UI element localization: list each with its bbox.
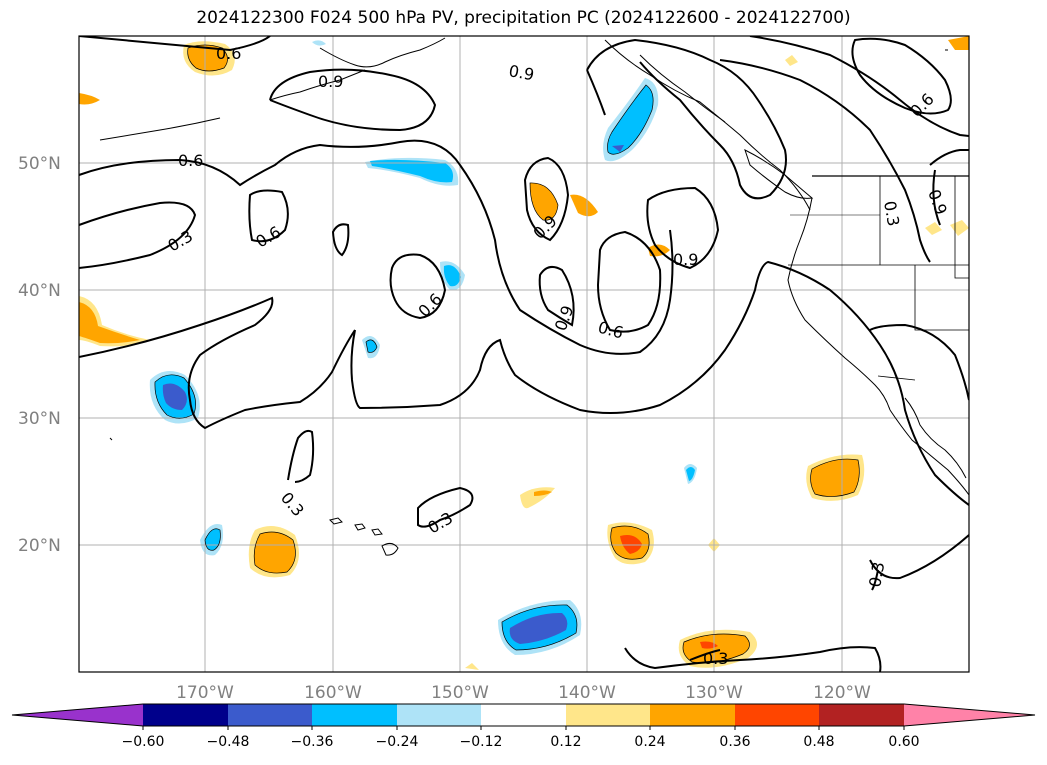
colorbar-extend-low (12, 704, 143, 726)
lat-label: 20°N (18, 536, 61, 556)
colorbar-segment (481, 704, 566, 726)
contour-label: 0.9 (673, 250, 698, 269)
contour-label: 0.6 (216, 44, 241, 63)
lon-label: 130°W (685, 683, 743, 703)
contour-label: 0.3 (880, 199, 903, 227)
colorbar-segment (735, 704, 819, 726)
colorbar-tick-label: 0.12 (550, 734, 581, 750)
contour-label: 0.3 (425, 508, 457, 537)
colorbar-tick-label: −0.60 (122, 734, 165, 750)
contour-label: 0.3 (865, 560, 888, 588)
colorbar-tick-label: 0.48 (803, 734, 834, 750)
contour-label: 0.9 (507, 61, 535, 84)
colorbar-tick-label: 0.36 (719, 734, 750, 750)
colorbar-segment (650, 704, 735, 726)
lon-label: 160°W (304, 683, 362, 703)
contour-label: 0.9 (924, 187, 951, 217)
colorbar-segment (566, 704, 650, 726)
contour-label: 0.9 (529, 211, 560, 242)
map-area: 0.6 0.9 0.6 0.3 0.6 0.9 0.9 0.9 0.6 0.9 … (79, 36, 969, 672)
lon-label: 170°W (176, 683, 234, 703)
colorbar: −0.60 −0.48 −0.36 −0.24 −0.12 0.12 0.24 0.36 0.4… (11, 703, 1036, 750)
lat-label: 40°N (18, 281, 61, 301)
colorbar-tick-label: 0.60 (888, 734, 919, 750)
map-frame (78, 35, 970, 673)
map-title: 2024122300 F024 500 hPa PV, precipitatio… (196, 8, 851, 28)
pv-contours (79, 36, 969, 672)
contour-label: 0.9 (318, 72, 343, 91)
contour-label: 0.3 (165, 226, 197, 255)
precip-fills (79, 36, 969, 670)
gridlines (79, 36, 969, 672)
colorbar-tick-label: −0.36 (291, 734, 334, 750)
contour-label: 0.3 (277, 488, 308, 520)
colorbar-tick-label: −0.12 (460, 734, 503, 750)
colorbar-segment (143, 704, 228, 726)
contour-label: 0.6 (596, 318, 626, 343)
colorbar-tick-label: −0.24 (376, 734, 419, 750)
contour-label: 0.6 (414, 289, 445, 320)
colorbar-segment (312, 704, 397, 726)
colorbar-segment (397, 704, 481, 726)
contour-label: 0.6 (178, 151, 203, 170)
lon-label: 120°W (813, 683, 871, 703)
longitude-labels: 170°W 160°W 150°W 140°W 130°W 120°W (176, 683, 871, 703)
lon-label: 140°W (558, 683, 616, 703)
latitude-labels: 50°N 40°N 30°N 20°N (18, 154, 61, 556)
contour-label: 0.3 (703, 649, 728, 668)
contour-label: 0.6 (253, 222, 285, 251)
colorbar-extend-high (904, 704, 1035, 726)
contour-label: 0.6 (906, 89, 937, 120)
lat-label: 50°N (18, 154, 61, 174)
colorbar-tick-label: −0.48 (207, 734, 250, 750)
lon-label: 150°W (431, 683, 489, 703)
colorbar-segment (228, 704, 312, 726)
colorbar-segment (819, 704, 904, 726)
lat-label: 30°N (18, 409, 61, 429)
colorbar-tick-label: 0.24 (634, 734, 665, 750)
